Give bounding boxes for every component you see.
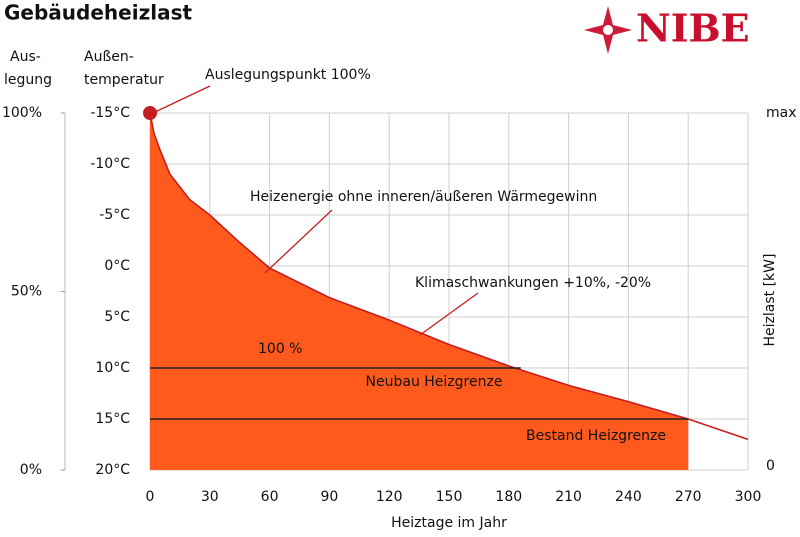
x-tick-label: 210 (555, 489, 582, 505)
area (150, 113, 689, 470)
y3-axis-label: Heizlast [kW] (762, 254, 778, 347)
annotation: 100 % (258, 341, 302, 357)
axis-label-line: Außen- (84, 49, 134, 65)
x-tick-label: 120 (376, 489, 403, 505)
x-tick-label: 300 (735, 489, 762, 505)
x-tick-label: 270 (675, 489, 702, 505)
heating-limit-label: Bestand Heizgrenze (526, 428, 666, 444)
y-tick-label: -15°C (90, 105, 130, 121)
leader-line (264, 209, 333, 274)
axis-label-line: temperatur (84, 72, 164, 88)
y2-tick-label: 50% (11, 284, 42, 300)
y-tick-label: 15°C (95, 411, 130, 427)
x-tick-label: 60 (261, 489, 279, 505)
annotation: Auslegungspunkt 100% (205, 67, 371, 83)
y-tick-label: -5°C (99, 207, 130, 223)
y-tick-label: 0°C (104, 258, 130, 274)
x-tick-label: 240 (615, 489, 642, 505)
y2-tick-label: 0% (20, 462, 42, 478)
heating-limit-label: Neubau Heizgrenze (366, 374, 503, 390)
x-tick-label: 30 (201, 489, 219, 505)
chart-title: Gebäudeheizlast (4, 1, 192, 25)
annotation: Heizenergie ohne inneren/äußeren Wärmege… (250, 189, 597, 205)
logo-icon (584, 6, 632, 54)
logo-text: NIBE (636, 6, 750, 51)
leader-line (154, 85, 211, 113)
y2-tick-label: 100% (2, 105, 42, 121)
y3-tick-label: 0 (766, 458, 775, 474)
y-tick-label: -10°C (90, 156, 130, 172)
y-tick-label: 10°C (95, 360, 130, 376)
x-axis-label: Heiztage im Jahr (391, 515, 507, 531)
x-tick-label: 150 (436, 489, 463, 505)
y-tick-label: 20°C (95, 462, 130, 478)
x-tick-label: 90 (320, 489, 338, 505)
logo: NIBE (584, 6, 750, 54)
y3-tick-label: max (766, 105, 797, 121)
axis-label-line: Aus- (10, 49, 41, 65)
y-tick-label: 5°C (104, 309, 130, 325)
design-point (143, 106, 157, 120)
x-tick-label: 180 (495, 489, 522, 505)
leader-line (419, 292, 479, 336)
axis-label-line: legung (4, 72, 52, 88)
curve (149, 112, 749, 441)
annotation: Klimaschwankungen +10%, -20% (415, 275, 651, 291)
x-tick-label: 0 (146, 489, 155, 505)
